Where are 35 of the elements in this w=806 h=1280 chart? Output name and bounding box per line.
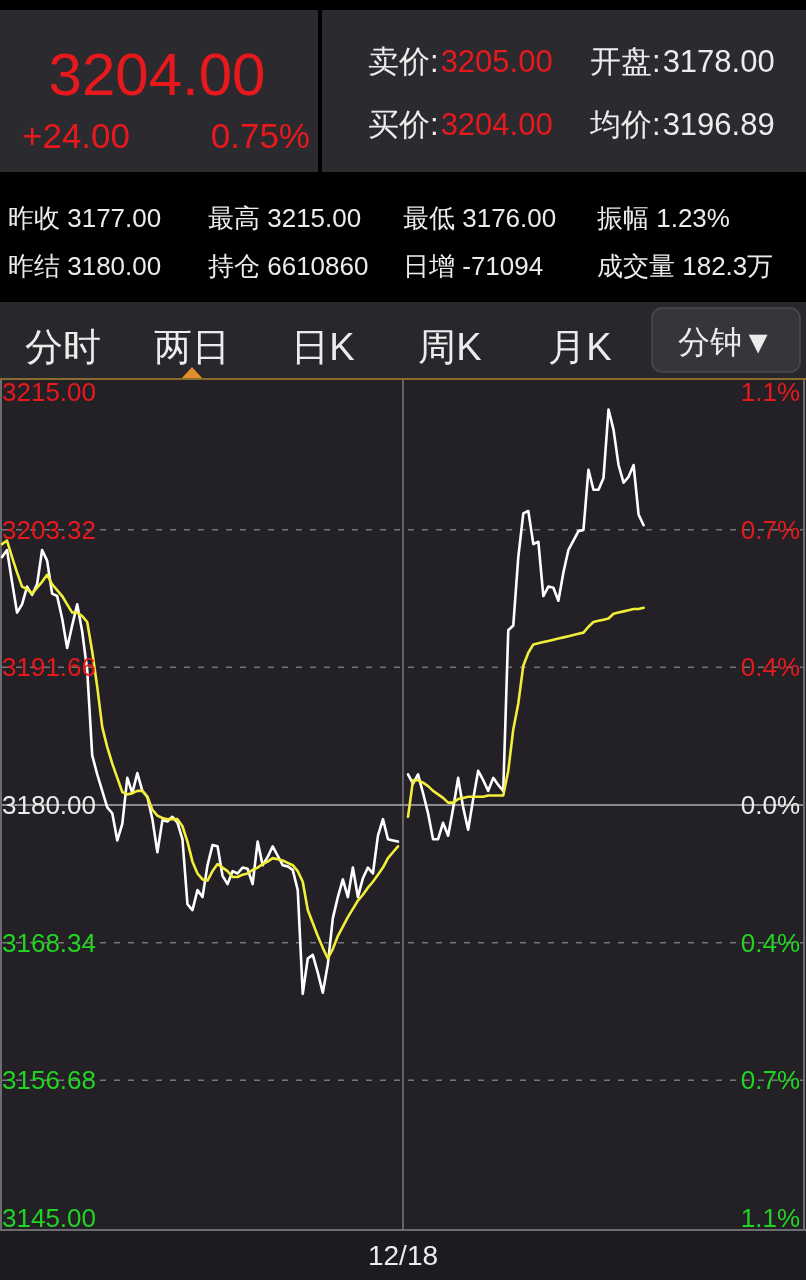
- y-tick-label: 3203.32: [2, 514, 96, 545]
- quote-stat: 成交量 182.3万: [597, 251, 774, 281]
- y2-tick-label: 0.4%: [740, 927, 800, 958]
- tab-label: 日K: [291, 326, 355, 368]
- quote-stat: 最低 3176.00: [403, 203, 557, 233]
- tab-label: 月K: [548, 326, 612, 368]
- price-change-percent: 0.75%: [210, 116, 310, 155]
- quote-stat: 持仓 6610860: [208, 251, 369, 281]
- quote-stat: 最高 3215.00: [208, 203, 362, 233]
- y2-tick-label: 0.4%: [740, 652, 800, 683]
- dropdown-button: 分钟▼: [651, 307, 801, 373]
- y-tick-label: 3215.00: [2, 376, 96, 407]
- ask-quote: 卖价:3205.00: [368, 44, 553, 79]
- y2-tick-label: 1.1%: [740, 1203, 800, 1234]
- bid-quote: 买价:3204.00: [368, 107, 553, 142]
- tab-label: 两日: [154, 326, 230, 368]
- y-tick-label: 3168.34: [2, 927, 96, 958]
- quote-stat: 振幅 1.23%: [597, 203, 730, 233]
- last-price: 3204.00: [48, 41, 266, 108]
- y-tick-label: 3156.68: [2, 1065, 96, 1096]
- open-quote: 开盘:3178.00: [590, 44, 775, 79]
- average-quote: 均价:3196.89: [590, 107, 775, 142]
- quote-stat: 日增 -71094: [403, 251, 544, 281]
- y-tick-label: 3180.00: [2, 790, 96, 820]
- quote-stat: 昨结 3180.00: [8, 251, 162, 281]
- tab-label: 周K: [418, 326, 482, 368]
- y2-tick-label: 0.7%: [740, 1065, 800, 1096]
- y2-tick-label: 1.1%: [740, 376, 800, 407]
- quote-stat: 昨收 3177.00: [8, 203, 162, 233]
- y2-tick-label: 0.7%: [740, 514, 800, 545]
- x-tick-label: 12/18: [367, 1240, 439, 1271]
- price-change: +24.00: [22, 116, 131, 155]
- y2-tick-label: 0.0%: [740, 790, 800, 820]
- tab-label: 分时: [25, 326, 101, 368]
- y-tick-label: 3145.00: [2, 1203, 96, 1234]
